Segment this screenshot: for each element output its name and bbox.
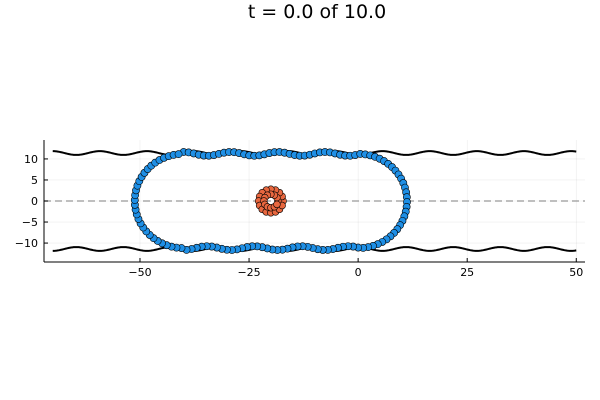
x-tick-label: 0 — [355, 266, 362, 279]
ring-series — [254, 185, 287, 217]
y-tick-label: −5 — [22, 216, 38, 229]
y-tick-label: −10 — [15, 237, 38, 250]
capsule-series — [130, 148, 411, 254]
y-tick-label: 5 — [31, 174, 38, 187]
ring-point — [273, 200, 281, 209]
chart-title: t = 0.0 of 10.0 — [248, 1, 386, 23]
x-tick-label: 25 — [460, 266, 474, 279]
y-tick-label: 10 — [24, 153, 38, 166]
y-tick-label: 0 — [31, 195, 38, 208]
x-tick-label: −50 — [128, 266, 151, 279]
capsule-point — [174, 150, 183, 159]
x-tick-label: −25 — [237, 266, 260, 279]
x-tick-label: 50 — [569, 266, 583, 279]
